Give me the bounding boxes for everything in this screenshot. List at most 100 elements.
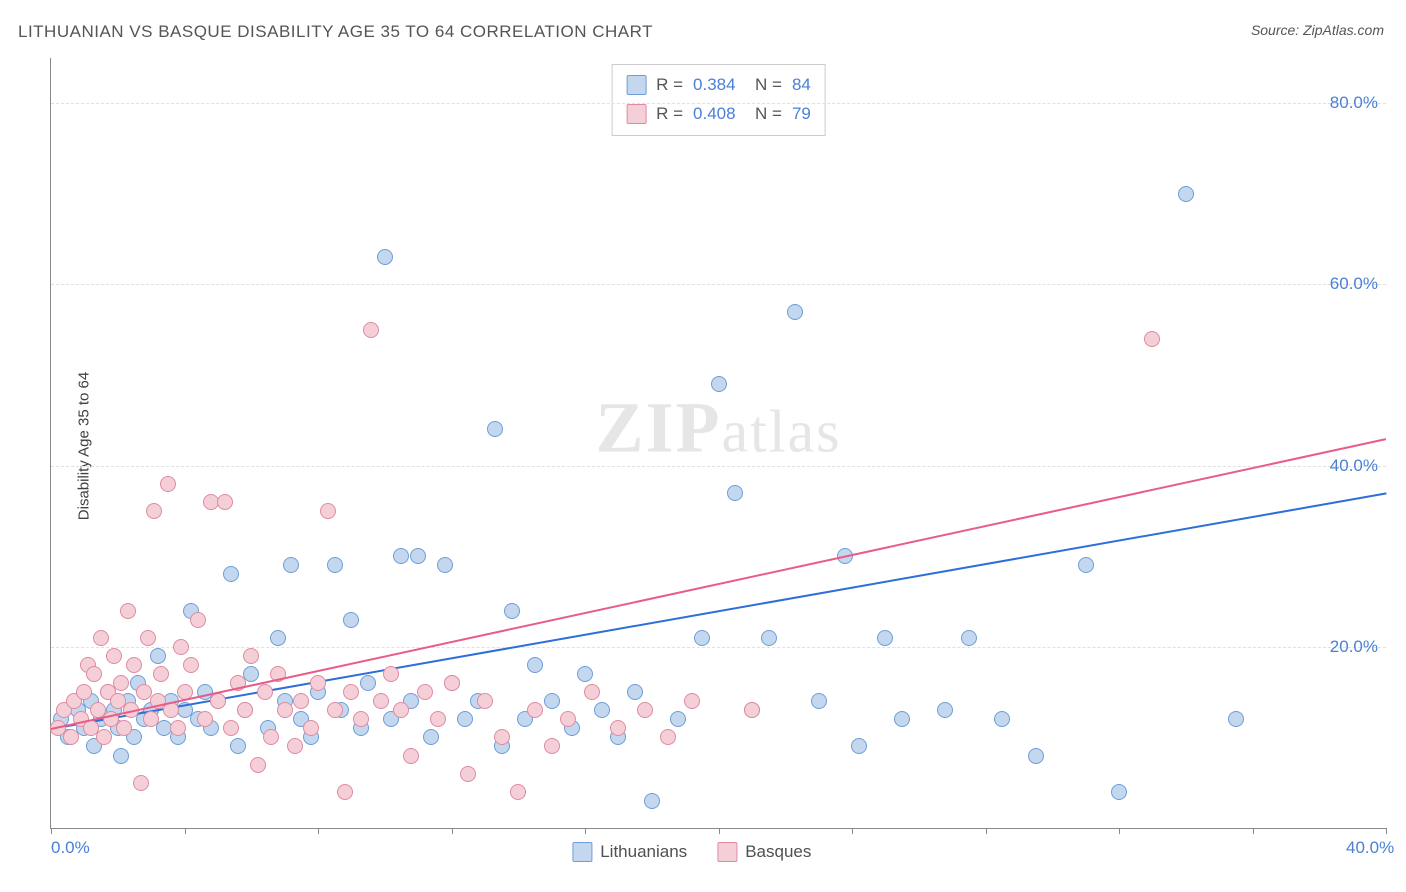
data-point bbox=[477, 693, 493, 709]
data-point bbox=[584, 684, 600, 700]
data-point bbox=[93, 630, 109, 646]
data-point bbox=[403, 748, 419, 764]
data-point bbox=[133, 775, 149, 791]
legend-n-value: 84 bbox=[792, 71, 811, 100]
data-point bbox=[230, 738, 246, 754]
data-point bbox=[223, 566, 239, 582]
data-point bbox=[126, 657, 142, 673]
data-point bbox=[160, 476, 176, 492]
series-label: Lithuanians bbox=[600, 842, 687, 862]
data-point bbox=[257, 684, 273, 700]
gridline bbox=[51, 103, 1386, 104]
data-point bbox=[961, 630, 977, 646]
data-point bbox=[894, 711, 910, 727]
data-point bbox=[787, 304, 803, 320]
data-point bbox=[544, 693, 560, 709]
data-point bbox=[610, 720, 626, 736]
data-point bbox=[86, 666, 102, 682]
legend-r-label: R = bbox=[656, 71, 683, 100]
data-point bbox=[594, 702, 610, 718]
data-point bbox=[851, 738, 867, 754]
data-point bbox=[1111, 784, 1127, 800]
data-point bbox=[410, 548, 426, 564]
data-point bbox=[287, 738, 303, 754]
data-point bbox=[494, 729, 510, 745]
watermark-atlas: atlas bbox=[722, 398, 842, 464]
data-point bbox=[544, 738, 560, 754]
data-point bbox=[183, 657, 199, 673]
legend-n-label: N = bbox=[746, 71, 782, 100]
trend-line bbox=[51, 438, 1386, 730]
data-point bbox=[113, 675, 129, 691]
data-point bbox=[1144, 331, 1160, 347]
data-point bbox=[360, 675, 376, 691]
data-point bbox=[637, 702, 653, 718]
chart-title: LITHUANIAN VS BASQUE DISABILITY AGE 35 T… bbox=[18, 22, 653, 42]
data-point bbox=[106, 648, 122, 664]
data-point bbox=[560, 711, 576, 727]
data-point bbox=[487, 421, 503, 437]
x-tick bbox=[852, 828, 853, 834]
data-point bbox=[423, 729, 439, 745]
data-point bbox=[457, 711, 473, 727]
data-point bbox=[761, 630, 777, 646]
data-point bbox=[116, 720, 132, 736]
data-point bbox=[293, 693, 309, 709]
data-point bbox=[644, 793, 660, 809]
data-point bbox=[527, 702, 543, 718]
data-point bbox=[217, 494, 233, 510]
data-point bbox=[170, 720, 186, 736]
legend-row: R = 0.384 N = 84 bbox=[626, 71, 811, 100]
legend-r-value: 0.384 bbox=[693, 71, 736, 100]
data-point bbox=[173, 639, 189, 655]
data-point bbox=[310, 675, 326, 691]
data-point bbox=[460, 766, 476, 782]
data-point bbox=[1178, 186, 1194, 202]
x-tick bbox=[51, 828, 52, 834]
data-point bbox=[150, 648, 166, 664]
data-point bbox=[327, 702, 343, 718]
x-tick bbox=[986, 828, 987, 834]
data-point bbox=[337, 784, 353, 800]
y-tick-label: 60.0% bbox=[1330, 274, 1378, 294]
data-point bbox=[627, 684, 643, 700]
series-legend: LithuaniansBasques bbox=[572, 842, 811, 862]
data-point bbox=[223, 720, 239, 736]
data-point bbox=[937, 702, 953, 718]
data-point bbox=[877, 630, 893, 646]
data-point bbox=[277, 702, 293, 718]
gridline bbox=[51, 284, 1386, 285]
x-tick bbox=[719, 828, 720, 834]
data-point bbox=[444, 675, 460, 691]
y-tick-label: 40.0% bbox=[1330, 456, 1378, 476]
data-point bbox=[363, 322, 379, 338]
data-point bbox=[143, 711, 159, 727]
watermark: ZIPatlas bbox=[596, 386, 842, 469]
data-point bbox=[153, 666, 169, 682]
y-tick-label: 20.0% bbox=[1330, 637, 1378, 657]
data-point bbox=[1228, 711, 1244, 727]
x-tick bbox=[585, 828, 586, 834]
data-point bbox=[63, 729, 79, 745]
data-point bbox=[373, 693, 389, 709]
data-point bbox=[210, 693, 226, 709]
data-point bbox=[393, 702, 409, 718]
source-attribution: Source: ZipAtlas.com bbox=[1251, 22, 1384, 38]
data-point bbox=[353, 711, 369, 727]
x-tick-label: 40.0% bbox=[1346, 838, 1394, 858]
data-point bbox=[430, 711, 446, 727]
data-point bbox=[510, 784, 526, 800]
data-point bbox=[684, 693, 700, 709]
data-point bbox=[237, 702, 253, 718]
trend-line bbox=[51, 493, 1386, 730]
data-point bbox=[76, 684, 92, 700]
data-point bbox=[377, 249, 393, 265]
legend-swatch bbox=[572, 842, 592, 862]
data-point bbox=[113, 748, 129, 764]
legend-swatch bbox=[717, 842, 737, 862]
data-point bbox=[744, 702, 760, 718]
legend-swatch bbox=[626, 104, 646, 124]
data-point bbox=[1078, 557, 1094, 573]
data-point bbox=[694, 630, 710, 646]
y-tick-label: 80.0% bbox=[1330, 93, 1378, 113]
